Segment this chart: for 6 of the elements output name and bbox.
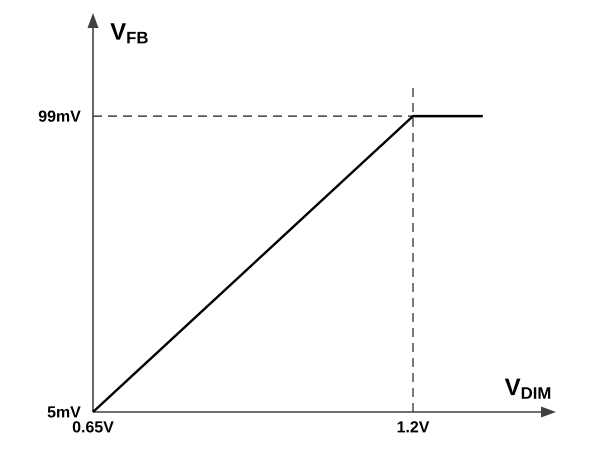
x-axis-title: V$_{DIM}$ <box>504 378 550 399</box>
y-axis-title: V$_{FB}$ <box>110 23 148 44</box>
y-tick-label: 99mV <box>38 110 81 122</box>
x-tick-label: 1.2V <box>398 421 430 432</box>
x-tick-label: 0.65V <box>72 421 114 432</box>
y-tick-label: 5mV <box>48 406 81 418</box>
